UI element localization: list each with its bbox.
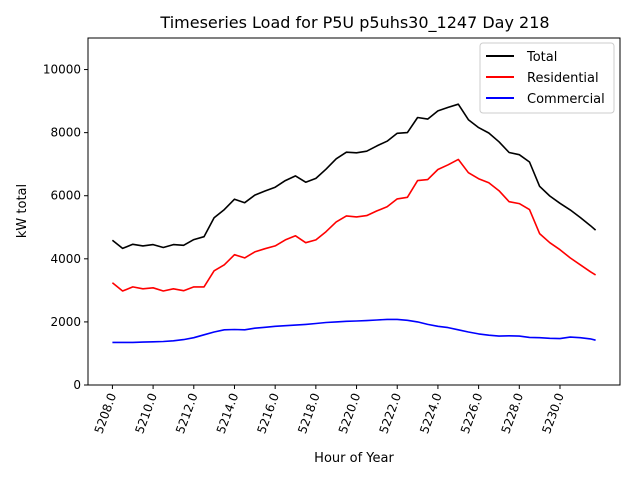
legend-label-commercial: Commercial <box>527 92 605 107</box>
y-tick-label: 6000 <box>50 189 81 203</box>
x-tick-label: 5216.0 <box>254 391 282 435</box>
y-tick-label: 4000 <box>50 252 81 266</box>
series-line-residential <box>111 158 597 292</box>
x-tick-label: 5212.0 <box>173 391 201 435</box>
legend-box <box>479 42 615 114</box>
series-line-commercial <box>112 318 596 344</box>
y-tick-label: 0 <box>73 378 81 392</box>
x-tick-label: 5218.0 <box>295 391 323 435</box>
y-tick-label: 8000 <box>50 126 81 140</box>
x-tick-label: 5214.0 <box>214 391 242 435</box>
y-axis-label: kW total <box>15 184 30 238</box>
legend-label-residential: Residential <box>527 71 599 86</box>
x-axis-label: Hour of Year <box>314 451 394 466</box>
legend: Total Residential Commercial <box>479 42 615 114</box>
x-tick-label: 5228.0 <box>499 391 527 435</box>
x-tick-label: 5222.0 <box>377 391 405 435</box>
chart-title: Timeseries Load for P5U p5uhs30_1247 Day… <box>159 13 549 33</box>
x-tick-label: 5210.0 <box>132 391 160 435</box>
x-tick-label: 5220.0 <box>336 391 364 435</box>
series-line-total <box>111 103 597 250</box>
plot-frame <box>87 37 621 386</box>
x-tick-label: 5224.0 <box>417 391 445 435</box>
y-tick-label: 2000 <box>50 315 81 329</box>
x-tick-label: 5226.0 <box>458 391 486 435</box>
y-tick-label: 10000 <box>43 63 81 77</box>
legend-label-total: Total <box>526 50 557 65</box>
x-tick-label: 5208.0 <box>92 391 120 435</box>
x-tick-label: 5230.0 <box>539 391 567 435</box>
